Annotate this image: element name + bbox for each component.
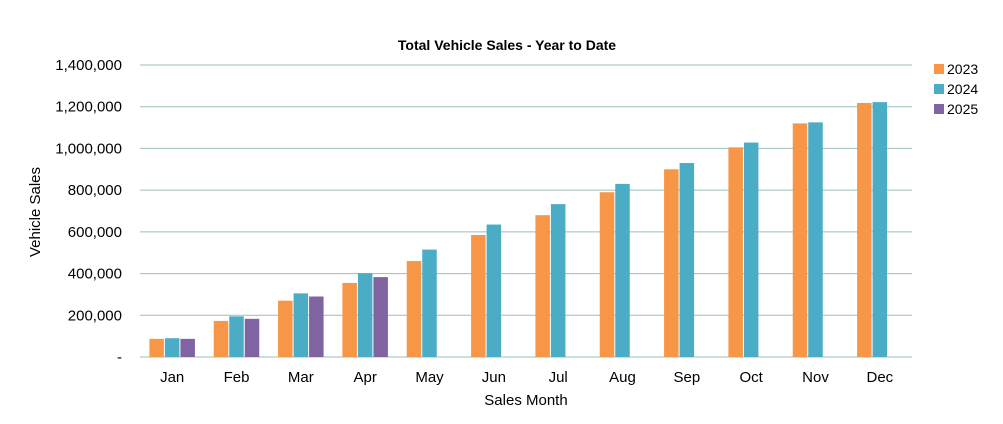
y-tick-label: 1,400,000 [55, 57, 122, 74]
bar-2024-nov [808, 122, 823, 357]
x-tick-label: Feb [224, 369, 250, 386]
legend: 2023 2024 2025 [934, 61, 978, 117]
x-tick-label: Jan [160, 369, 184, 386]
bar-2023-jul [535, 215, 550, 357]
y-tick-label: 200,000 [68, 307, 122, 324]
bar-2025-feb [244, 318, 260, 357]
bar-2023-oct [728, 147, 743, 357]
bar-2024-apr [357, 273, 373, 357]
bar-2023-jun [471, 234, 486, 357]
bar-2024-jun [486, 224, 502, 357]
legend-label-2024: 2024 [947, 81, 978, 97]
bar-2023-jan [149, 338, 164, 357]
legend-swatch-2025 [934, 104, 944, 114]
bar-2024-aug [615, 183, 630, 357]
legend-swatch-2024 [934, 84, 944, 94]
bar-2023-apr [342, 282, 357, 357]
x-tick-label: Dec [866, 369, 893, 386]
bar-2025-mar [309, 296, 324, 357]
y-tick-label: 1,000,000 [55, 140, 122, 157]
bar-2024-sep [679, 163, 695, 357]
legend-label-2023: 2023 [947, 61, 978, 77]
y-tick-label: - [117, 349, 122, 366]
legend-swatch-2023 [934, 64, 944, 74]
legend-label-2025: 2025 [947, 101, 978, 117]
y-axis-ticks: - 200,000 400,000 600,000 800,000 1,000,000 1,… [55, 57, 122, 366]
bar-2023-may [406, 261, 422, 357]
bar-2023-nov [792, 123, 808, 358]
x-tick-label: Mar [288, 369, 314, 386]
x-tick-label: Jul [549, 369, 568, 386]
bar-2023-aug [599, 192, 615, 357]
bar-2024-mar [293, 293, 309, 357]
x-tick-label: Apr [353, 369, 376, 386]
bar-2024-may [422, 249, 437, 357]
bar-2024-dec [872, 102, 888, 357]
bar-2023-sep [664, 169, 679, 357]
bar-2023-feb [213, 320, 229, 357]
x-tick-label: Sep [673, 369, 700, 386]
x-tick-label: Oct [739, 369, 763, 386]
y-tick-label: 1,200,000 [55, 99, 122, 116]
y-tick-label: 400,000 [68, 266, 122, 283]
bar-2024-oct [743, 142, 759, 357]
bar-2024-feb [229, 316, 244, 357]
gridlines [140, 64, 912, 358]
bars [149, 102, 888, 358]
y-axis-title: Vehicle Sales [27, 167, 44, 257]
bar-2023-dec [857, 102, 872, 358]
x-axis-title: Sales Month [484, 392, 567, 409]
bar-2024-jan [164, 338, 180, 357]
x-tick-label: May [415, 369, 444, 386]
x-tick-label: Jun [482, 369, 506, 386]
y-tick-label: 600,000 [68, 224, 122, 241]
x-tick-label: Nov [802, 369, 829, 386]
y-tick-label: 800,000 [68, 182, 122, 199]
bar-2023-mar [278, 300, 293, 357]
bar-2025-apr [373, 277, 388, 357]
bar-2024-jul [550, 204, 566, 357]
x-axis-ticks: Jan Feb Mar Apr May Jun Jul Aug Sep Oct Nov Dec [160, 369, 894, 386]
chart-title: Total Vehicle Sales - Year to Date [398, 37, 616, 53]
x-tick-label: Aug [609, 369, 636, 386]
bar-2025-jan [180, 338, 195, 357]
